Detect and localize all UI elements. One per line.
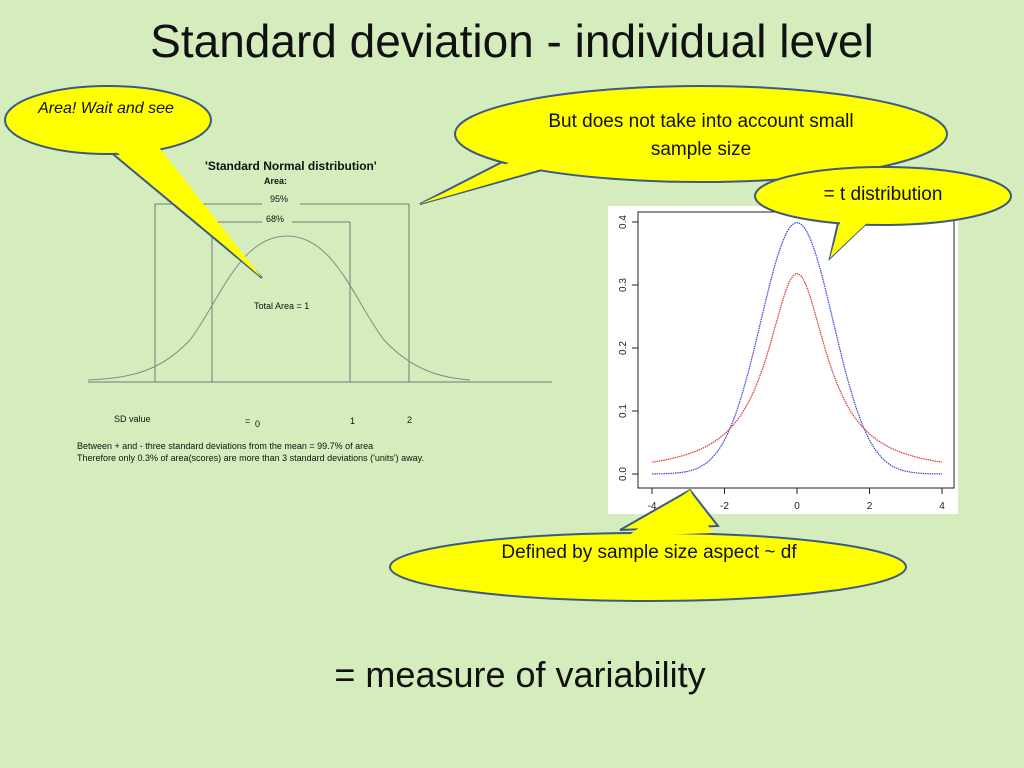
- y-tick-label: 0.3: [618, 278, 629, 292]
- x-tick-label: 0: [794, 501, 800, 512]
- callout-small-sample-text: But does not take into account small sam…: [548, 111, 854, 160]
- callout-t-dist-text: = t distribution: [823, 184, 943, 205]
- x-tick-label: -2: [720, 501, 729, 512]
- callout-pointer-fill: [112, 136, 262, 278]
- note-line-2: Therefore only 0.3% of area(scores) are …: [77, 453, 424, 463]
- tick-1: 1: [350, 416, 356, 426]
- y-tick-label: 0.1: [618, 404, 629, 418]
- area-label: Area:: [264, 176, 288, 186]
- chart-background: [608, 206, 958, 514]
- normal-curve: [87, 235, 471, 381]
- x-tick-label: 2: [867, 501, 873, 512]
- callout-pointer-fill: [420, 160, 545, 204]
- slide-title: Standard deviation - individual level: [150, 15, 874, 67]
- y-tick-label: 0.4: [618, 215, 629, 229]
- note-line-1: Between + and - three standard deviation…: [77, 441, 374, 451]
- pct-95-label: 95%: [270, 194, 289, 204]
- callout-defined-by-text: Defined by sample size aspect ~ df: [501, 542, 797, 563]
- equals-label: =: [245, 416, 251, 426]
- tick-0: 0: [255, 419, 261, 429]
- sd-value-label: SD value: [114, 414, 151, 424]
- tick-2: 2: [407, 415, 413, 425]
- t-series-line: [651, 272, 943, 463]
- callout-pointer-fill: [830, 216, 868, 258]
- slide-footer: = measure of variability: [334, 654, 706, 695]
- x-tick-label: -4: [648, 501, 657, 512]
- callout-small-sample: [454, 85, 948, 183]
- normal-series-line: [652, 222, 942, 475]
- callout-t-dist: [754, 166, 1012, 226]
- x-tick-label: 4: [939, 501, 945, 512]
- total-area-label: Total Area = 1: [254, 301, 310, 311]
- normal-figure-title: 'Standard Normal distribution': [205, 159, 377, 173]
- callout-area-wait: [4, 85, 212, 155]
- pct-68-label: 68%: [266, 214, 285, 224]
- callout-pointer-fill: [628, 490, 712, 536]
- y-tick-label: 0.2: [618, 341, 629, 355]
- callout-area-wait-text: Area! Wait and see: [38, 100, 174, 117]
- y-tick-label: 0.0: [618, 467, 629, 481]
